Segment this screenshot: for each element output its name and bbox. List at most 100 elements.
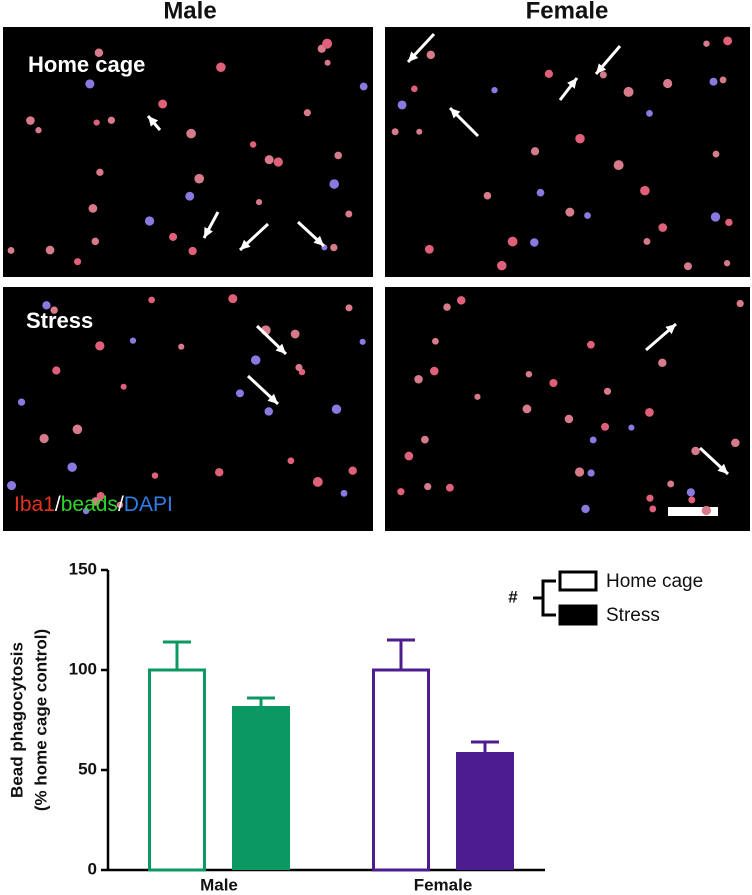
cell [549,378,558,388]
cell [723,36,733,46]
cell [411,85,418,93]
cell [303,109,311,117]
cell [95,341,105,351]
cell [359,82,368,91]
cell [26,116,35,125]
cell [324,59,331,66]
cell [322,38,333,49]
cell [613,160,624,171]
cell [643,237,651,245]
cell [188,246,197,256]
cell [186,128,196,139]
cell [7,481,17,491]
cell [536,188,545,197]
cell [264,407,273,416]
cell [215,468,224,477]
cell [251,355,261,365]
cell [255,199,263,206]
cell [424,244,434,254]
cell [264,155,274,165]
cell [345,304,353,312]
arrow-head [408,51,419,62]
micrographs [3,27,750,531]
cell [144,216,155,226]
cell [169,232,178,241]
cell [116,501,124,509]
cell [120,383,127,390]
cell [331,404,342,414]
cell [235,389,244,398]
x-tick-label: Female [414,875,473,894]
cell [185,191,195,201]
cell [658,223,668,232]
bar [148,668,206,872]
cell [603,387,612,395]
cell [601,422,610,431]
arrow-head [567,78,577,89]
arrow-head [148,116,159,127]
cell [50,306,58,314]
bar [372,668,430,872]
arrow-head [313,235,324,246]
arrow-head [204,227,213,238]
arrow-head [450,108,461,119]
cell [39,433,49,444]
cell [429,366,439,376]
cell [703,40,710,47]
cell [194,173,205,184]
legend-label: Stress [606,605,660,626]
cell [74,258,82,266]
cell [67,462,77,472]
stain-legend: Iba1/beads/DAPI [14,493,173,516]
bar [456,752,514,870]
cell [249,141,257,148]
cell [148,296,155,304]
cell [96,168,104,176]
cell [623,86,634,97]
cell [312,476,323,487]
cell [42,301,51,310]
y-axis-label: (% home cage control) [31,629,50,811]
cell [414,374,423,384]
arrow-head [717,463,728,474]
cell [445,483,454,492]
cell [723,260,731,267]
cell [709,77,718,86]
x-tick-label: Male [200,875,238,894]
cell [295,363,303,372]
column-header: Male [163,0,216,24]
panel-label: Home cage [28,52,145,77]
legend-label: Home cage [606,571,703,592]
cell [330,243,338,252]
cell [443,303,451,311]
cell [491,87,498,94]
cell [575,133,585,144]
cell [91,237,100,246]
cell [45,245,55,255]
cell [646,494,654,502]
y-tick-label: 100 [69,659,97,678]
column-header: Female [526,0,609,24]
cell [581,504,590,514]
cell [587,340,595,349]
cell [287,457,295,465]
cell [688,496,696,504]
legend-swatch [558,604,598,626]
cell [17,398,26,406]
cell [507,236,518,247]
cell [416,128,423,135]
cell [530,147,540,156]
cell [129,337,137,344]
cell [649,505,657,513]
cell [397,100,407,110]
stain-label: / [118,493,124,516]
bar [232,706,290,870]
cell [731,438,740,448]
arrow-head [665,324,676,335]
cell [158,99,168,109]
cell [719,76,727,84]
cell [589,436,597,444]
cell [701,505,712,516]
stain-label: DAPI [124,493,173,516]
stain-label: / [55,493,61,516]
